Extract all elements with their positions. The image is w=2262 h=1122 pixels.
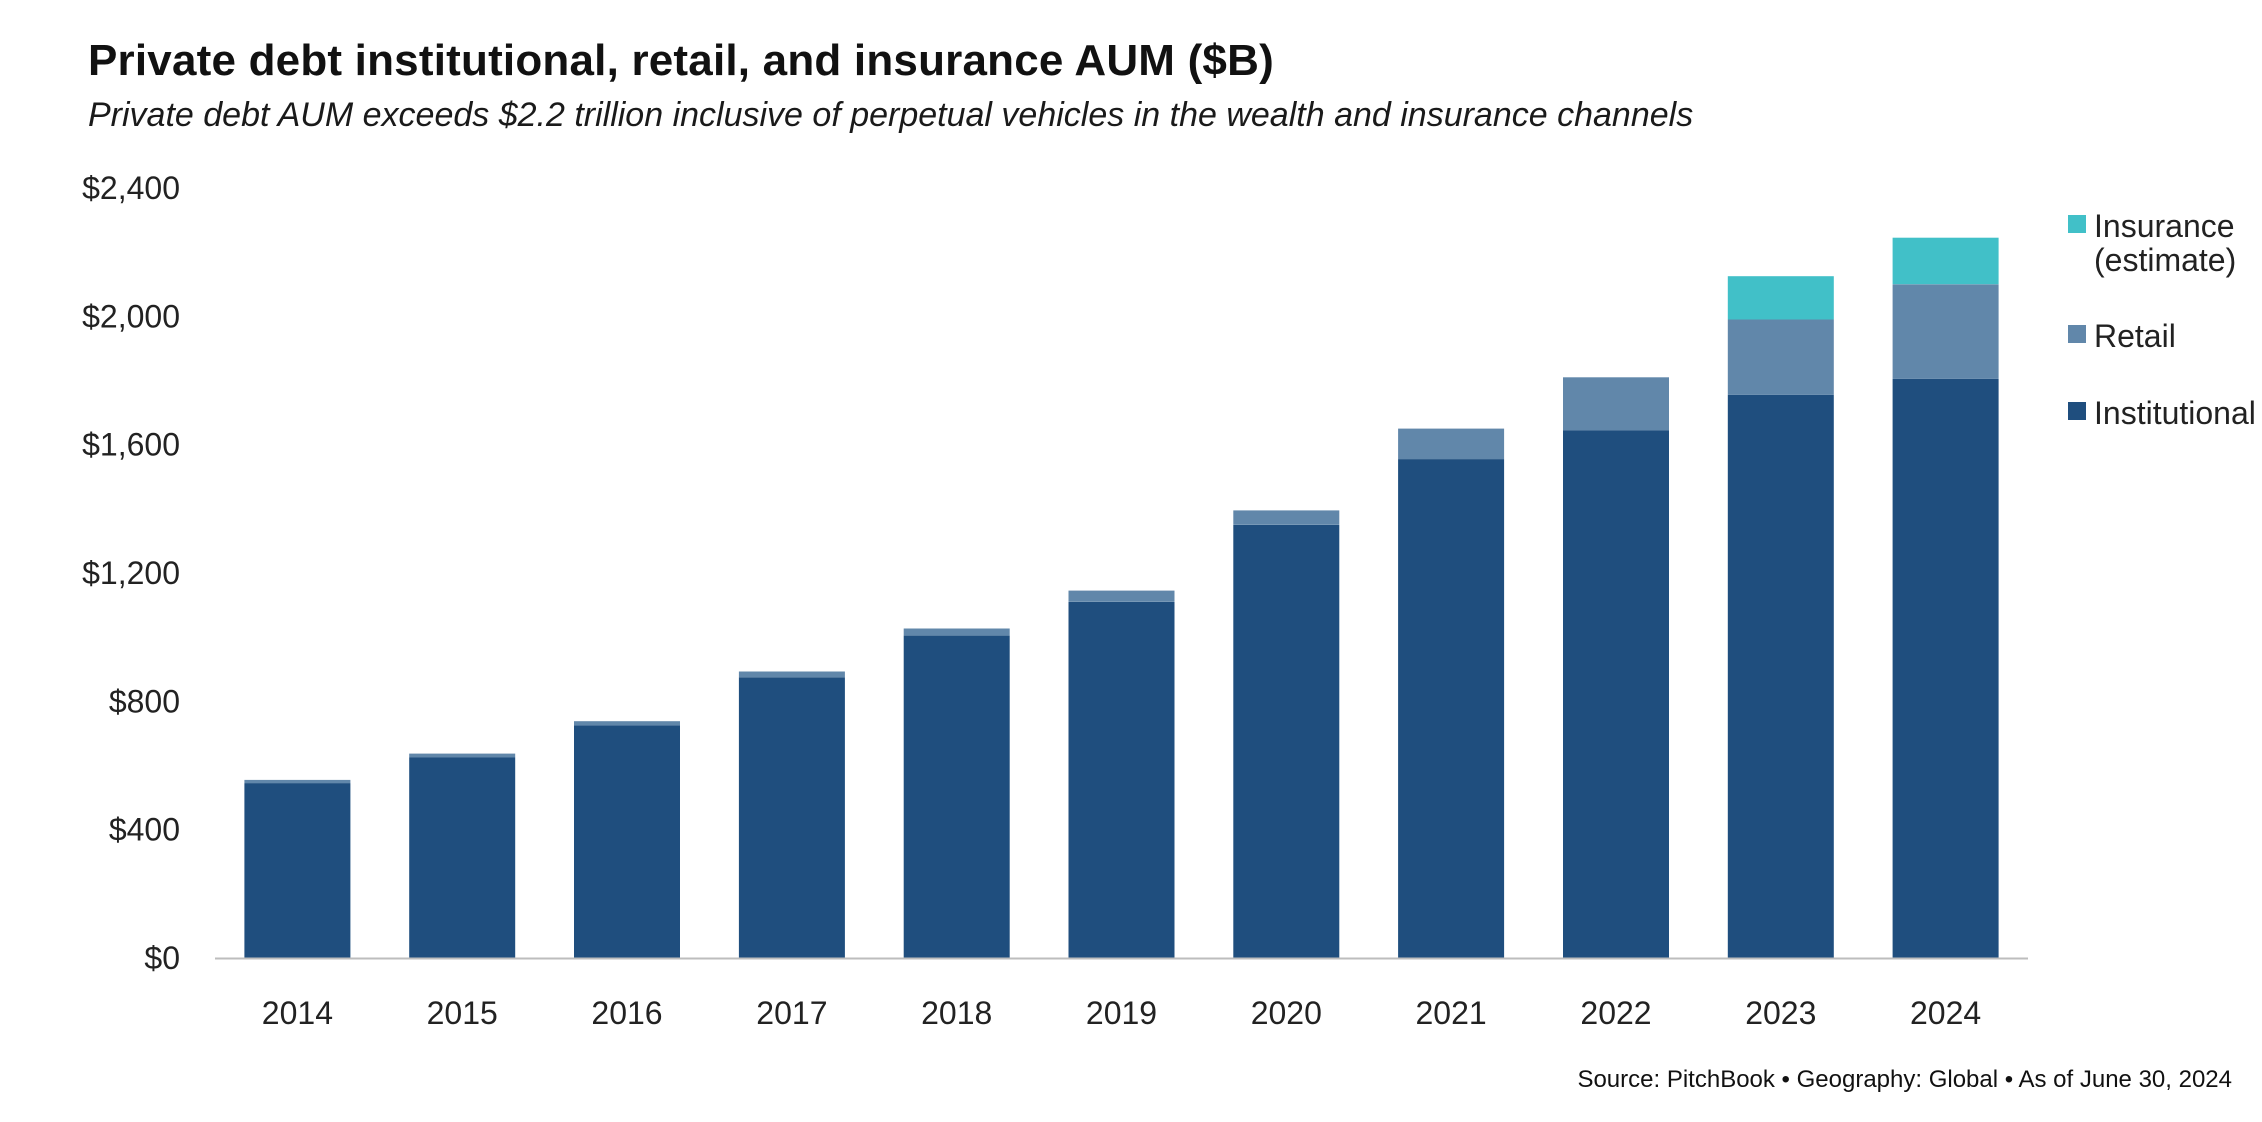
- x-tick-label: 2021: [1416, 995, 1487, 1031]
- bar-retail-2017: [738, 671, 845, 678]
- y-tick-label: $2,400: [82, 170, 180, 206]
- bar-institutional-2022: [1563, 430, 1669, 958]
- x-tick-label: 2023: [1745, 995, 1816, 1031]
- bar-retail-2019: [1068, 590, 1175, 602]
- bar-retail-2022: [1563, 377, 1669, 431]
- x-tick-label: 2014: [262, 995, 333, 1031]
- bar-institutional-2023: [1727, 394, 1834, 958]
- y-tick-label: $1,200: [82, 555, 180, 591]
- bar-institutional-2016: [574, 725, 680, 958]
- legend: Insurance(estimate) Retail Institutional: [2068, 208, 2256, 431]
- x-tick-label: 2019: [1086, 995, 1157, 1031]
- legend-label-insurance-estimate: (estimate): [2094, 242, 2236, 278]
- bar-retail-2023: [1727, 319, 1834, 395]
- bar-retail-2014: [244, 779, 351, 784]
- bar-institutional-2024: [1892, 378, 1999, 958]
- chart-subtitle: Private debt AUM exceeds $2.2 trillion i…: [88, 96, 1694, 134]
- bar-institutional-2021: [1398, 459, 1505, 958]
- x-tick-label: 2022: [1580, 995, 1651, 1031]
- x-tick-label: 2020: [1251, 995, 1322, 1031]
- bar-insurance-estimate-2023: [1727, 276, 1834, 320]
- bar-insurance-estimate-2024: [1892, 237, 1999, 285]
- legend-label-institutional: Institutional: [2094, 395, 2256, 431]
- legend-label-insurance-estimate: Insurance: [2094, 208, 2235, 244]
- bars: [244, 237, 1999, 958]
- source-note: Source: PitchBook • Geography: Global • …: [1577, 1066, 2232, 1093]
- x-axis: 2014 2015 2016 2017 2018 2019 2020 2021 2022 2023…: [215, 957, 2028, 1031]
- bar-institutional-2014: [244, 783, 351, 958]
- bar-retail-2020: [1233, 510, 1340, 525]
- y-tick-label: $0: [144, 940, 180, 976]
- y-tick-label: $2,000: [82, 298, 180, 334]
- bar-retail-2016: [574, 721, 680, 726]
- x-tick-label: 2024: [1910, 995, 1981, 1031]
- bar-institutional-2019: [1068, 601, 1175, 958]
- x-tick-label: 2017: [756, 995, 827, 1031]
- bar-retail-2024: [1892, 284, 1999, 379]
- bar-institutional-2020: [1233, 524, 1340, 958]
- chart-title: Private debt institutional, retail, and …: [88, 36, 1274, 85]
- y-axis: $0 $400 $800 $1,200 $1,600 $2,000 $2,400: [82, 170, 180, 976]
- legend-swatch-institutional: [2068, 402, 2086, 420]
- legend-label-retail: Retail: [2094, 318, 2176, 354]
- bar-retail-2015: [409, 753, 516, 758]
- x-tick-label: 2015: [427, 995, 498, 1031]
- bar-retail-2021: [1398, 428, 1505, 460]
- x-tick-label: 2018: [921, 995, 992, 1031]
- legend-swatch-retail: [2068, 325, 2086, 343]
- bar-institutional-2017: [738, 677, 845, 958]
- y-tick-label: $800: [109, 683, 180, 719]
- y-tick-label: $1,600: [82, 427, 180, 463]
- bar-retail-2018: [903, 628, 1010, 636]
- x-tick-label: 2016: [591, 995, 662, 1031]
- bar-institutional-2015: [409, 757, 516, 958]
- legend-swatch-insurance-estimate: [2068, 215, 2086, 233]
- bar-institutional-2018: [903, 635, 1010, 958]
- y-tick-label: $400: [109, 812, 180, 848]
